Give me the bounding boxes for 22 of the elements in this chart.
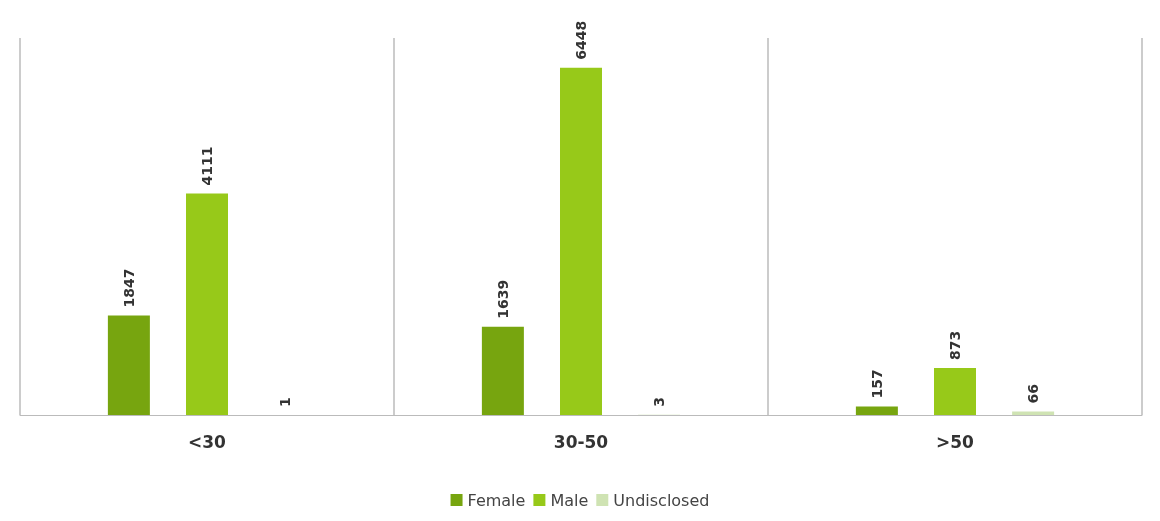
bar (855, 406, 898, 415)
bar (934, 367, 976, 415)
data-label: 1 (277, 397, 294, 407)
x-tick-label: 30-50 (553, 431, 609, 452)
data-label: 1639 (494, 279, 511, 319)
bar (1012, 411, 1055, 415)
legend-label: Male (550, 490, 589, 510)
legend-label: Female (467, 490, 526, 510)
legend-label: Undisclosed (613, 490, 710, 510)
bar (107, 315, 150, 415)
data-label: 873 (947, 330, 963, 360)
x-tick-label: <30 (188, 431, 227, 452)
data-label: 157 (868, 369, 885, 399)
bar (186, 193, 228, 415)
data-label: 4111 (199, 146, 215, 186)
bar (481, 326, 524, 415)
x-tick-label: >50 (936, 431, 975, 452)
data-label: 1847 (120, 268, 137, 308)
data-label: 3 (651, 397, 668, 407)
bar (560, 67, 602, 415)
data-label: 66 (1025, 383, 1042, 404)
data-label: 6448 (573, 20, 589, 60)
